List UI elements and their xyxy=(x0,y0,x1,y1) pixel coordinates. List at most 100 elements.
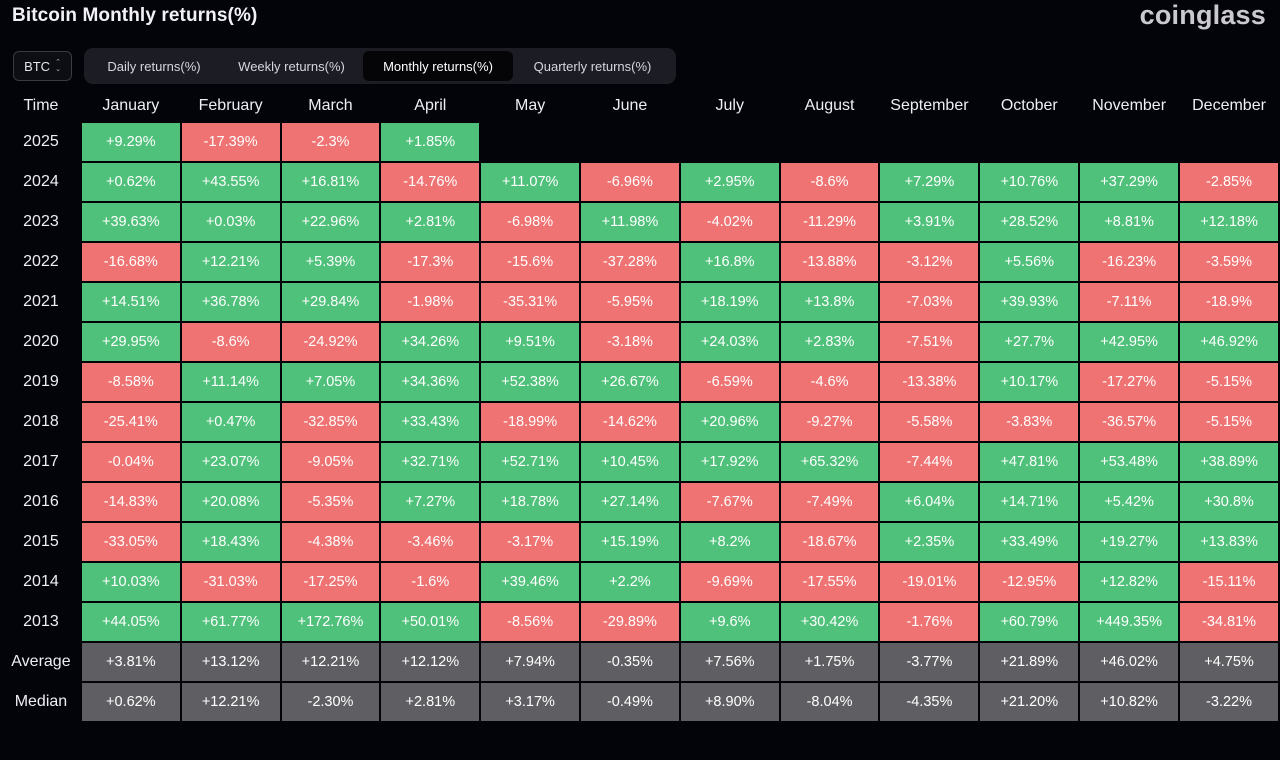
return-cell: -3.17% xyxy=(481,523,580,561)
return-cell: +4.75% xyxy=(1180,643,1278,681)
return-cell: +14.71% xyxy=(980,483,1079,521)
return-cell: +61.77% xyxy=(181,603,280,641)
return-cell: +9.6% xyxy=(680,603,779,641)
return-cell: -29.89% xyxy=(581,603,679,641)
return-cell: -2.30% xyxy=(281,683,380,721)
return-cell: +0.62% xyxy=(81,683,180,721)
return-cell: +39.46% xyxy=(481,563,580,601)
return-cell: +7.94% xyxy=(481,643,580,681)
return-cell: +28.52% xyxy=(980,203,1079,241)
return-cell: -14.62% xyxy=(581,403,679,441)
table-row: 2023 +39.63% +0.03% +22.96% +2.81% -6.98% +11.… xyxy=(2,203,1278,241)
row-label: 2020 xyxy=(23,333,59,350)
return-cell: +52.38% xyxy=(481,363,580,401)
table-row: 2024 +0.62% +43.55% +16.81% -14.76% +11.07% -6… xyxy=(2,163,1278,201)
return-cell: +2.81% xyxy=(381,683,480,721)
return-cell: -13.88% xyxy=(780,243,879,281)
return-cell: -3.46% xyxy=(381,523,480,561)
return-cell: +1.75% xyxy=(780,643,879,681)
column-header-november: November xyxy=(1092,96,1167,114)
row-label: 2025 xyxy=(23,133,59,150)
return-cell: -5.58% xyxy=(880,403,979,441)
return-cell: +3.91% xyxy=(880,203,979,241)
return-cell: +19.27% xyxy=(1080,523,1179,561)
return-cell: +7.05% xyxy=(281,363,380,401)
return-cell: +3.81% xyxy=(81,643,180,681)
return-cell: +1.85% xyxy=(381,123,480,161)
column-header-april: April xyxy=(414,96,447,114)
return-cell: +7.29% xyxy=(880,163,979,201)
return-cell: +52.71% xyxy=(481,443,580,481)
return-cell: -15.11% xyxy=(1180,563,1278,601)
return-cell: +449.35% xyxy=(1080,603,1179,641)
return-cell: +14.51% xyxy=(81,283,180,321)
return-cell: +29.84% xyxy=(281,283,380,321)
return-cell: -24.92% xyxy=(281,323,380,361)
return-cell: -4.38% xyxy=(281,523,380,561)
row-label: 2024 xyxy=(23,173,59,190)
tab-daily-returns[interactable]: Daily returns(%) xyxy=(107,58,201,74)
return-cell: -32.85% xyxy=(281,403,380,441)
return-cell: -33.05% xyxy=(81,523,180,561)
column-header-december: December xyxy=(1192,96,1266,114)
asset-select[interactable]: BTC ⌃ ⌄ xyxy=(13,51,72,81)
return-cell: +12.18% xyxy=(1180,203,1278,241)
page-title: Bitcoin Monthly returns(%) xyxy=(12,5,258,26)
column-header-october: October xyxy=(1000,96,1058,114)
column-header-march: March xyxy=(308,96,353,114)
return-cell: +11.98% xyxy=(581,203,679,241)
return-cell: -35.31% xyxy=(481,283,580,321)
return-cell: -7.03% xyxy=(880,283,979,321)
return-cell: -12.95% xyxy=(980,563,1079,601)
return-cell: +7.27% xyxy=(381,483,480,521)
return-cell: -0.49% xyxy=(581,683,679,721)
return-cell: -15.6% xyxy=(481,243,580,281)
column-header-september: September xyxy=(890,96,969,114)
return-cell: +65.32% xyxy=(780,443,879,481)
return-cell: -18.99% xyxy=(481,403,580,441)
return-cell: -8.04% xyxy=(780,683,879,721)
return-cell: +13.8% xyxy=(780,283,879,321)
row-label: 2014 xyxy=(23,573,59,590)
return-cell: -17.39% xyxy=(181,123,280,161)
tab-monthly-returns[interactable]: Monthly returns(%) xyxy=(363,51,513,81)
return-cell: -0.35% xyxy=(581,643,679,681)
table-row: 2016 -14.83% +20.08% -5.35% +7.27% +18.78% +27… xyxy=(2,483,1278,521)
return-cell: +9.51% xyxy=(481,323,580,361)
table-row: 2013 +44.05% +61.77% +172.76% +50.01% -8.56% -… xyxy=(2,603,1278,641)
return-cell: +13.12% xyxy=(181,643,280,681)
return-cell: -16.23% xyxy=(1080,243,1179,281)
return-cell: -8.56% xyxy=(481,603,580,641)
return-cell: -17.55% xyxy=(780,563,879,601)
row-label: 2021 xyxy=(23,293,59,310)
return-cell: +18.19% xyxy=(680,283,779,321)
return-cell: +26.67% xyxy=(581,363,679,401)
return-cell: +12.21% xyxy=(281,643,380,681)
brand-logo[interactable]: coinglass xyxy=(1139,0,1266,30)
return-cell: -7.11% xyxy=(1080,283,1179,321)
return-cell: -1.6% xyxy=(381,563,480,601)
return-cell: +42.95% xyxy=(1080,323,1179,361)
return-cell: +30.8% xyxy=(1180,483,1278,521)
return-cell: -13.38% xyxy=(880,363,979,401)
return-cell: +34.26% xyxy=(381,323,480,361)
return-cell: -19.01% xyxy=(880,563,979,601)
table-row: 2018 -25.41% +0.47% -32.85% +33.43% -18.99% -1… xyxy=(2,403,1278,441)
return-cell: +39.93% xyxy=(980,283,1079,321)
return-cell: +60.79% xyxy=(980,603,1079,641)
return-cell: +21.20% xyxy=(980,683,1079,721)
return-cell: +10.76% xyxy=(980,163,1079,201)
return-cell: +53.48% xyxy=(1080,443,1179,481)
return-cell: +2.2% xyxy=(581,563,679,601)
return-cell: -11.29% xyxy=(780,203,879,241)
tab-quarterly-returns[interactable]: Quarterly returns(%) xyxy=(533,58,652,74)
return-cell: +34.36% xyxy=(381,363,480,401)
return-cell: +8.81% xyxy=(1080,203,1179,241)
return-cell: +38.89% xyxy=(1180,443,1278,481)
tab-weekly-returns[interactable]: Weekly returns(%) xyxy=(238,58,345,74)
table-row: 2022 -16.68% +12.21% +5.39% -17.3% -15.6% -37.… xyxy=(2,243,1278,281)
return-cell: +12.21% xyxy=(181,243,280,281)
return-cell: +3.17% xyxy=(481,683,580,721)
return-cell: +29.95% xyxy=(81,323,180,361)
